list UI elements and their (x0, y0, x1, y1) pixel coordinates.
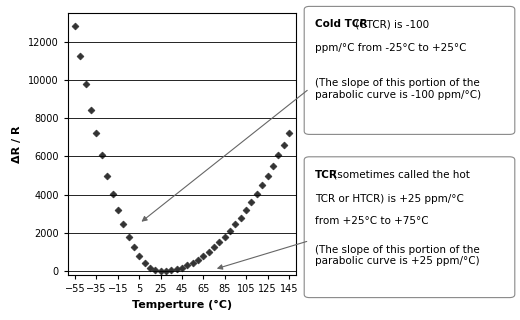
Text: (The slope of this portion of the
parabolic curve is -100 ppm/°C): (The slope of this portion of the parabo… (315, 78, 480, 100)
Text: TCR: TCR (315, 170, 337, 180)
Text: (sometimes called the hot: (sometimes called the hot (330, 170, 470, 180)
Text: from +25°C to +75°C: from +25°C to +75°C (315, 216, 428, 226)
X-axis label: Temperture (°C): Temperture (°C) (132, 300, 232, 310)
Text: (CTCR) is -100: (CTCR) is -100 (352, 19, 429, 29)
Y-axis label: ΔR / R: ΔR / R (12, 125, 22, 163)
Text: Cold TCR: Cold TCR (315, 19, 367, 29)
Text: (The slope of this portion of the
parabolic curve is +25 ppm/°C): (The slope of this portion of the parabo… (315, 245, 479, 266)
Text: ppm/°C from -25°C to +25°C: ppm/°C from -25°C to +25°C (315, 43, 466, 53)
Text: TCR or HTCR) is +25 ppm/°C: TCR or HTCR) is +25 ppm/°C (315, 194, 463, 204)
